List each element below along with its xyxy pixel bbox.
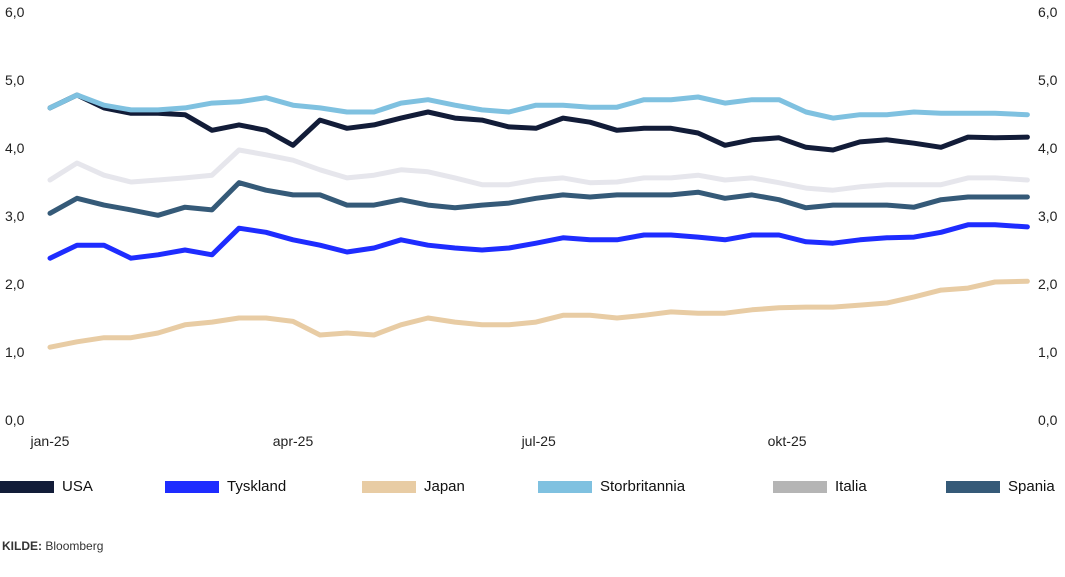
legend-item-storbritannia: Storbritannia	[538, 478, 685, 495]
y-tick-label-right: 6,0	[1038, 4, 1058, 20]
legend-item-spania: Spania	[946, 478, 1055, 495]
legend-swatch	[538, 480, 592, 493]
y-tick-label-left: 2,0	[5, 276, 25, 292]
line-chart: 0,0 0,0 1,0 1,0 2,0 2,0 3,0 3,0 4,0 4,0 5,0 5,0 6,0 6…	[5, 4, 1058, 449]
legend-item-usa: USA	[0, 478, 93, 495]
y-tick-label-right: 2,0	[1038, 276, 1058, 292]
legend-swatch	[0, 480, 54, 493]
legend: USA Tyskland Japan Storbritannia Italia Spani…	[0, 478, 1065, 498]
legend-label: Spania	[1008, 478, 1055, 495]
legend-label: USA	[62, 478, 93, 495]
x-tick-label: jan-25	[30, 433, 70, 449]
legend-item-japan: Japan	[362, 478, 465, 495]
x-tick-label: jul-25	[521, 433, 556, 449]
y-tick-label-right: 4,0	[1038, 140, 1058, 156]
legend-label: Japan	[424, 478, 465, 495]
y-tick-label-left: 0,0	[5, 412, 25, 428]
y-tick-label-left: 6,0	[5, 4, 25, 20]
y-tick-label-right: 1,0	[1038, 344, 1058, 360]
legend-label: Storbritannia	[600, 478, 686, 495]
y-tick-label-right: 5,0	[1038, 72, 1058, 88]
y-tick-label-left: 4,0	[5, 140, 25, 156]
series-line-usa	[47, 92, 1030, 153]
legend-label: Italia	[835, 478, 867, 495]
legend-label: Tyskland	[227, 478, 287, 495]
legend-item-italia: Italia	[773, 478, 867, 495]
source-text: Bloomberg	[45, 539, 104, 553]
y-tick-label-left: 1,0	[5, 344, 25, 360]
legend-swatch	[773, 480, 827, 493]
source-label: KILDE:	[2, 539, 42, 553]
y-tick-label-right: 0,0	[1038, 412, 1058, 428]
x-tick-label: apr-25	[273, 433, 314, 449]
series-line-spania	[47, 180, 1030, 218]
x-tick-label: okt-25	[768, 433, 807, 449]
series-line-tyskland	[47, 222, 1030, 261]
y-tick-label-left: 3,0	[5, 208, 25, 224]
y-tick-label-right: 3,0	[1038, 208, 1058, 224]
legend-swatch	[165, 480, 219, 493]
y-tick-label-left: 5,0	[5, 72, 25, 88]
legend-swatch	[362, 480, 416, 493]
series-line-italia	[47, 147, 1030, 193]
series-line-storbritannia	[47, 92, 1030, 121]
series-line-japan	[47, 278, 1030, 350]
legend-swatch	[946, 480, 1000, 493]
source-note: KILDE: Bloomberg	[2, 539, 103, 553]
legend-item-tyskland: Tyskland	[165, 478, 286, 495]
